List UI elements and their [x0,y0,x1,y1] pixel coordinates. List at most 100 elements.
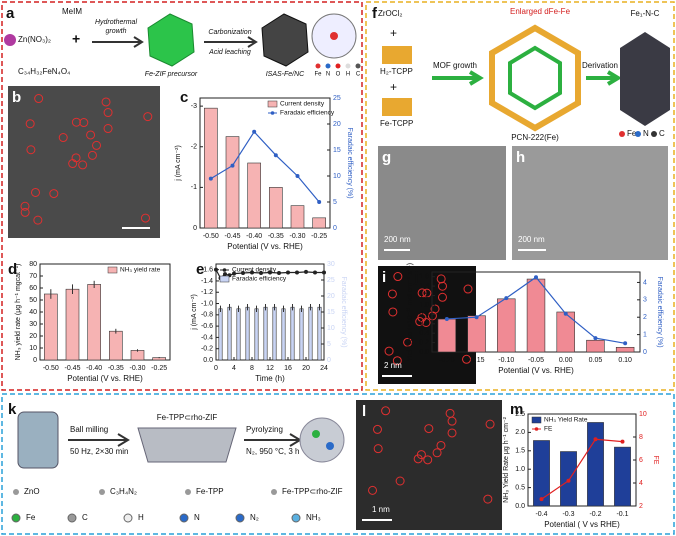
label: Fe-TCPP [380,119,413,128]
carbon-crystal [261,13,309,67]
bar [317,306,322,361]
point [474,315,479,320]
label: Ball milling [70,425,108,434]
label: H₂-TCPP [380,67,413,76]
y2-tick-label: 30 [327,261,335,268]
frame-yellow [365,1,675,391]
bar [526,278,546,353]
panel-label: b [12,89,21,106]
y-tick-label: 40 [29,309,37,316]
point [620,439,625,444]
legend-label: C [82,513,88,522]
x-tick-label: 20 [302,365,310,372]
legend-swatch [619,131,625,137]
point [241,271,245,276]
y-tick-label: 0.8 [419,311,429,318]
legend-swatch [345,63,351,69]
y-tick-label: 0.0 [419,349,429,356]
legend-swatch [123,513,133,523]
legend-label: N [326,72,330,78]
y-tick-label: 1.4 [419,283,429,290]
bar [587,422,604,507]
bar [312,217,326,229]
jar [17,411,59,469]
arrow [68,433,130,447]
label: Fe-TPP⊂rho-ZIF [157,413,218,422]
bar [614,446,631,507]
y2-tick-label: 1 [643,331,647,338]
x-tick-label: -0.40 [86,365,102,372]
label: Fe-ZIF precursor [145,71,198,78]
marker [20,201,30,211]
marker [436,440,446,450]
panel-labels: a b c d e f g h i j k l m [6,5,525,420]
marker [20,207,30,217]
marker [403,337,413,347]
marker [140,213,150,223]
marker [31,187,41,197]
y-tick-label: 1.0 [419,302,429,309]
x-tick-label: -0.50 [203,233,219,240]
x-tick-label: 0.00 [559,357,573,364]
panel-label: g [382,149,391,166]
porphyrin [382,98,412,116]
scale-label: 200 nm [384,235,411,244]
scale-label: 200 nm [518,235,545,244]
marker [384,346,394,356]
y-tick-label: -1.6 [201,266,213,273]
bar [615,346,635,353]
bar [437,318,457,353]
x-tick-label: -0.15 [469,357,485,364]
y-tick-label: 1.5 [515,448,525,455]
label: + [72,31,80,47]
marker [373,444,383,454]
zif-crystal [147,13,195,67]
marker [395,476,405,486]
bar [87,284,101,361]
marker [368,485,378,495]
marker [422,288,432,298]
legend-swatch [267,100,278,108]
plot-frame [39,263,171,361]
bar [227,306,232,361]
legend-label: Current density [280,101,325,108]
legend-label: C [659,129,665,138]
marker [25,119,35,129]
legend-swatch [635,131,641,137]
legend-label: Fe [26,513,36,522]
label: MOF growth [433,61,477,70]
point [252,129,257,134]
x-tick-label: 0 [214,365,218,372]
marker [447,416,457,426]
arrow [244,433,302,447]
bar [65,288,80,361]
point [250,270,254,275]
legend-label: Fe [627,129,637,138]
marker [388,307,398,317]
bar [533,440,550,507]
point [313,270,317,275]
y2-tick-label: 25 [327,277,335,284]
panel-label: a [6,5,15,22]
marker [79,118,89,128]
x-axis-label: Time (h) [255,374,285,383]
x-tick-label: -0.05 [528,357,544,364]
legend-label: N₂ [250,513,259,522]
series-line [210,130,320,203]
y-axis-label: Yield rate (×10⁻¹¹ mol cm⁻² s⁻¹) [407,263,414,361]
y-tick-label: 50 [29,297,37,304]
marker [432,448,442,458]
y-tick-label: 0.0 [203,357,213,364]
stem-image [8,86,160,238]
legend-label: Fe-TPP⊂rho-ZIF [282,487,343,496]
bar [225,136,240,229]
x-tick-label: -0.10 [498,357,514,364]
marker [34,94,44,104]
legend-label: FE [544,426,553,433]
x-tick-label: -0.45 [225,233,241,240]
tray [137,427,237,463]
legend-swatch [185,489,191,495]
legend-swatch [219,275,230,283]
legend-swatch [270,111,275,115]
